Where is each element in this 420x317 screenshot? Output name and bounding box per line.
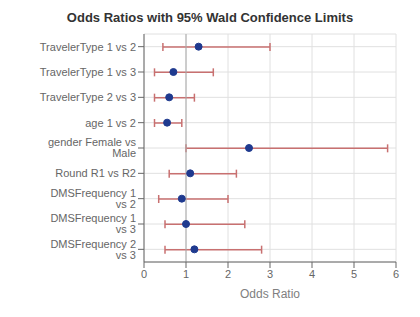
svg-text:0: 0 [141,268,147,280]
svg-text:1: 1 [183,268,189,280]
svg-text:5: 5 [351,268,357,280]
svg-text:TravelerType 1 vs 2: TravelerType 1 vs 2 [40,41,136,53]
svg-text:4: 4 [309,268,315,280]
svg-text:DMSFrequency 1vs 2: DMSFrequency 1vs 2 [50,187,136,210]
svg-text:DMSFrequency 2vs 3: DMSFrequency 2vs 3 [50,238,136,261]
svg-text:6: 6 [393,268,399,280]
svg-text:2: 2 [225,268,231,280]
svg-text:TravelerType 2 vs 3: TravelerType 2 vs 3 [40,91,136,103]
svg-text:3: 3 [267,268,273,280]
svg-text:TravelerType 1 vs 3: TravelerType 1 vs 3 [40,66,136,78]
svg-text:Odds Ratio: Odds Ratio [240,287,300,301]
svg-text:Round R1 vs R2: Round R1 vs R2 [55,167,136,179]
svg-text:DMSFrequency 1vs 3: DMSFrequency 1vs 3 [50,212,136,235]
svg-text:gender Female vsMale: gender Female vsMale [48,136,137,159]
svg-text:age 1 vs 2: age 1 vs 2 [85,117,136,129]
html-text:Odds Ratios with 95% Wald Conf: Odds Ratios with 95% Wald Confidence Lim… [66,10,354,25]
